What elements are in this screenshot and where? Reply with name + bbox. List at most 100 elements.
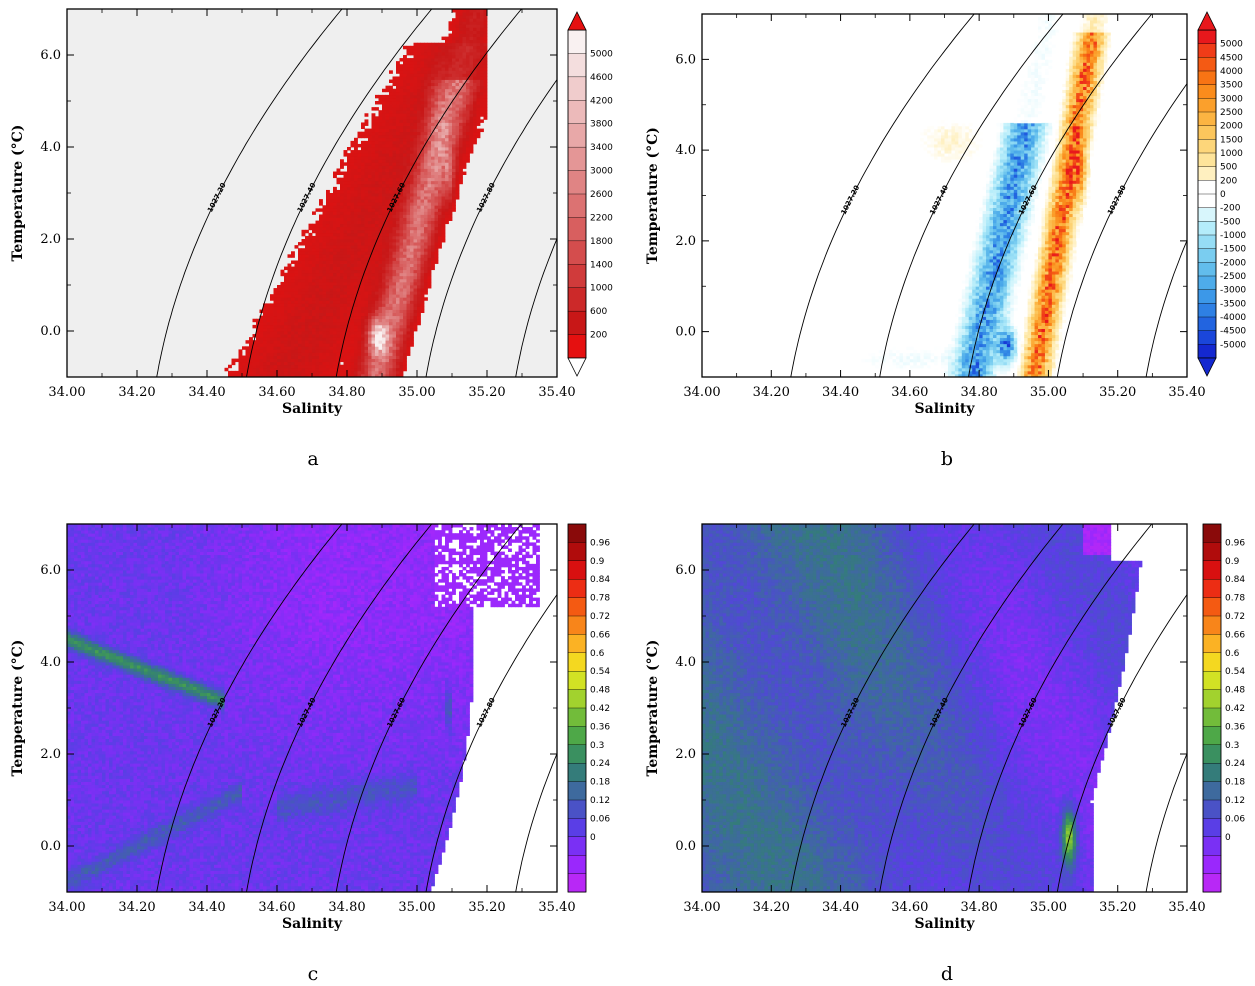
heatmap-cell — [322, 242, 327, 246]
heatmap-cell — [965, 150, 970, 154]
heatmap-cell — [347, 193, 351, 197]
heatmap-cell — [382, 324, 386, 329]
heatmap-cell — [280, 324, 285, 329]
heatmap-cell — [347, 168, 351, 172]
heatmap-cell — [483, 36, 488, 41]
heatmap-cell — [382, 223, 386, 228]
heatmap-cell — [403, 263, 407, 267]
heatmap-cell — [413, 220, 418, 225]
heatmap-cell — [396, 88, 400, 93]
heatmap-cell — [347, 205, 351, 209]
heatmap-cell — [473, 58, 477, 62]
heatmap-cell — [333, 367, 337, 372]
heatmap-cell — [403, 364, 407, 369]
heatmap-cell — [322, 324, 327, 329]
heatmap-cell — [368, 318, 372, 323]
heatmap-cell — [357, 343, 362, 347]
heatmap-cell — [305, 294, 309, 298]
heatmap-cell — [476, 45, 481, 50]
heatmap-cell — [937, 153, 942, 157]
heatmap-cell — [930, 131, 935, 136]
heatmap-cell — [403, 134, 407, 139]
heatmap-cell — [378, 113, 383, 117]
heatmap-cell — [420, 251, 425, 255]
heatmap-cell — [466, 42, 470, 47]
heatmap-cell — [368, 211, 372, 215]
heatmap-cell — [382, 358, 386, 363]
heatmap-cell — [364, 315, 369, 320]
heatmap-cell — [417, 294, 421, 298]
heatmap-cell — [396, 143, 400, 148]
heatmap-cell — [399, 119, 404, 123]
heatmap-cell — [927, 135, 932, 139]
heatmap-cell — [399, 254, 404, 258]
heatmap-cell — [385, 140, 390, 145]
heatmap-cell — [291, 370, 295, 375]
heatmap-cell — [406, 202, 411, 206]
heatmap-cell — [452, 67, 456, 71]
heatmap-cell — [312, 355, 316, 359]
heatmap-cell — [364, 128, 369, 133]
heatmap-cell — [417, 272, 421, 277]
heatmap-cell — [270, 355, 274, 359]
heatmap-cell — [385, 153, 390, 157]
heatmap-cell — [294, 370, 299, 375]
heatmap-cell — [406, 110, 411, 114]
heatmap-cell — [968, 147, 973, 151]
heatmap-cell — [480, 82, 484, 87]
heatmap-cell — [427, 55, 432, 59]
heatmap-cell — [406, 303, 411, 307]
heatmap-cell — [410, 294, 414, 298]
heatmap-cell — [333, 300, 337, 304]
heatmap-cell — [350, 251, 355, 255]
heatmap-cell — [364, 370, 369, 375]
heatmap-cell — [319, 239, 323, 243]
colorbar-tick-label: 3800 — [590, 120, 613, 130]
heatmap-cell — [357, 315, 362, 320]
heatmap-cell — [378, 278, 383, 283]
heatmap-cell — [972, 334, 977, 339]
heatmap-cell — [361, 331, 365, 335]
heatmap-cell — [371, 343, 376, 347]
heatmap-cell — [319, 260, 323, 264]
heatmap-cell — [476, 101, 481, 105]
heatmap-cell — [371, 140, 376, 145]
heatmap-cell — [347, 324, 351, 329]
heatmap-cell — [462, 9, 467, 13]
heatmap-cell — [462, 140, 467, 145]
heatmap-cell — [410, 229, 414, 234]
heatmap-cell — [951, 355, 956, 360]
heatmap-cell — [424, 51, 428, 56]
heatmap-cell — [336, 180, 341, 185]
heatmap-cell — [350, 199, 355, 203]
heatmap-cell — [413, 174, 418, 179]
heatmap-cell — [287, 343, 292, 347]
heatmap-cell — [375, 147, 379, 151]
heatmap-cell — [385, 373, 390, 377]
heatmap-cell — [347, 147, 351, 151]
heatmap-cell — [951, 131, 956, 136]
heatmap-cell — [452, 18, 456, 22]
heatmap-cell — [305, 343, 309, 347]
heatmap-cell — [483, 42, 488, 47]
heatmap-cell — [315, 303, 320, 307]
heatmap-cell — [466, 61, 470, 65]
heatmap-cell — [434, 193, 439, 197]
heatmap-cell — [410, 214, 414, 218]
heatmap-cell — [420, 119, 425, 123]
heatmap-cell — [354, 315, 358, 320]
heatmap-cell — [308, 370, 313, 375]
heatmap-cell — [913, 367, 918, 372]
heatmap-cell — [242, 370, 246, 375]
heatmap-cell — [361, 217, 365, 221]
heatmap-cell — [462, 15, 467, 19]
heatmap-cell — [951, 135, 956, 139]
heatmap-cell — [333, 352, 337, 356]
heatmap-cell — [445, 85, 449, 90]
heatmap-cell — [459, 153, 463, 157]
heatmap-cell — [333, 315, 337, 320]
heatmap-cell — [245, 349, 250, 353]
heatmap-cell — [438, 235, 442, 240]
heatmap-cell — [452, 168, 456, 172]
heatmap-cell — [340, 199, 344, 203]
